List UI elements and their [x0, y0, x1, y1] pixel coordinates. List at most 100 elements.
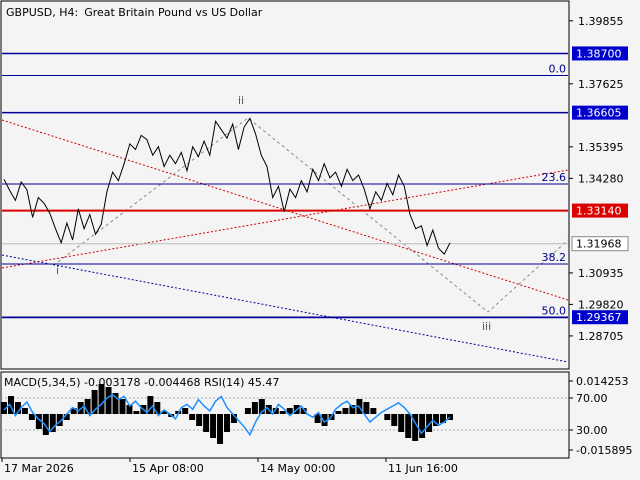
macd-bar	[182, 408, 189, 414]
macd-bar	[21, 408, 28, 414]
macd-bar	[279, 411, 286, 414]
indicator-title: MACD(5,34,5) -0.003178 -0.004468 RSI(14)…	[4, 376, 279, 389]
macd-bar	[314, 414, 321, 423]
macd-bar	[342, 408, 349, 414]
fibonacci-labels: 0.0 23.6 38.2 50.0	[2, 62, 568, 319]
level-label-box	[572, 203, 628, 218]
macd-bar	[258, 399, 265, 414]
macd-bar	[426, 414, 433, 432]
macd-bar	[391, 414, 398, 426]
time-tick-label: 15 Apr 08:00	[132, 462, 204, 475]
macd-bar	[300, 408, 307, 414]
rsi-series	[3, 393, 451, 437]
macd-bar	[384, 414, 391, 420]
indicator-panel-frame	[0, 371, 570, 459]
macd-bar	[412, 414, 419, 441]
macd-bar	[196, 414, 203, 426]
macd-bar	[1, 402, 7, 414]
macd-bar	[433, 414, 440, 426]
time-tick-label: 14 May 00:00	[260, 462, 335, 475]
price-tick-label: 1.28705	[578, 330, 624, 343]
level-label: 1.36605	[576, 107, 622, 120]
price-panel-frame	[0, 0, 570, 370]
level-label-box	[572, 46, 628, 61]
price-tick-label: 1.29820	[578, 298, 624, 311]
macd-bar	[335, 411, 342, 414]
macd-bar	[321, 414, 328, 426]
macd-bar	[147, 396, 154, 414]
wave-label-iii: iii	[482, 320, 491, 333]
indicator-tick-label: 0.014253	[576, 375, 629, 388]
price-labels: 1.38700 1.36605 1.33140 1.31968 1.29367	[571, 46, 629, 325]
fib-label: 38.2	[542, 251, 567, 264]
macd-bar	[244, 408, 251, 414]
macd-bar	[224, 414, 230, 432]
indicator-axis: 0.014253 70.00 30.00 -0.015895	[569, 375, 632, 457]
level-label-box	[572, 105, 628, 120]
price-series	[3, 117, 451, 255]
macd-bar	[42, 414, 49, 435]
macd-bar	[28, 414, 35, 420]
price-tick-label: 1.37625	[578, 78, 624, 91]
price-panel[interactable]: 1.39855 1.37625 1.35395 1.34280 1.30935 1.298…	[0, 0, 629, 370]
macd-bar	[49, 414, 56, 432]
macd-bar	[133, 411, 140, 414]
macd-bar	[405, 414, 412, 438]
macd-bar	[447, 414, 453, 420]
macd-bar	[63, 414, 70, 420]
fib-label: 50.0	[542, 305, 567, 318]
macd-bar	[154, 402, 161, 414]
macd-bar	[440, 414, 447, 423]
macd-bar	[286, 408, 293, 414]
macd-bar	[217, 414, 224, 444]
macd-bar	[189, 414, 196, 420]
macd-bar	[126, 405, 133, 414]
time-tick-label: 17 Mar 2026	[4, 462, 74, 475]
macd-bar	[84, 399, 91, 414]
macd-bar	[370, 408, 377, 414]
wave-label-i: i	[56, 264, 59, 277]
level-label: 1.29367	[576, 311, 622, 324]
price-tick-label: 1.34280	[578, 172, 624, 185]
macd-bar	[203, 414, 210, 432]
macd-bar	[112, 393, 119, 414]
macd-bar	[398, 414, 405, 432]
fib-label: 23.6	[542, 171, 567, 184]
macd-bar	[251, 402, 258, 414]
price-tick-label: 1.39855	[578, 15, 624, 28]
macd-bar	[230, 414, 237, 423]
macd-bar	[363, 402, 370, 414]
chart-title: GBPUSD, H4: Great Britain Pound vs US Dol…	[6, 6, 263, 19]
indicator-tick-label: 30.00	[576, 424, 608, 437]
level-label: 1.38700	[576, 47, 622, 60]
macd-bar	[105, 387, 112, 414]
time-tick-label: 11 Jun 16:00	[388, 462, 458, 475]
macd-bar	[419, 414, 426, 438]
macd-bar	[70, 408, 77, 414]
wave-label-ii: ii	[238, 94, 244, 107]
macd-bar	[272, 408, 279, 414]
indicator-panel[interactable]: MACD(5,34,5) -0.003178 -0.004468 RSI(14)…	[0, 371, 632, 459]
level-label-box	[571, 236, 629, 252]
price-tick-label: 1.35395	[578, 141, 624, 154]
macd-bar	[56, 414, 63, 426]
macd-bar	[98, 384, 105, 414]
level-label-box	[572, 310, 628, 325]
indicator-tick-label: -0.015895	[576, 444, 632, 457]
level-label: 1.31968	[576, 238, 622, 251]
macd-bar	[35, 414, 42, 429]
macd-bar	[14, 402, 21, 414]
wave-path	[57, 117, 569, 313]
price-axis: 1.39855 1.37625 1.35395 1.34280 1.30935 1.298…	[569, 15, 624, 343]
price-tick-label: 1.30935	[578, 267, 624, 280]
macd-bar	[161, 411, 168, 414]
macd-bar	[349, 405, 356, 414]
indicator-tick-label: 70.00	[576, 392, 608, 405]
level-label: 1.33140	[576, 205, 622, 218]
macd-bar	[7, 396, 14, 414]
macd-bar	[119, 399, 126, 414]
time-axis: 17 Mar 2026 15 Apr 08:00 14 May 00:00 11 Ju…	[1, 458, 458, 475]
macd-bar	[210, 414, 217, 438]
